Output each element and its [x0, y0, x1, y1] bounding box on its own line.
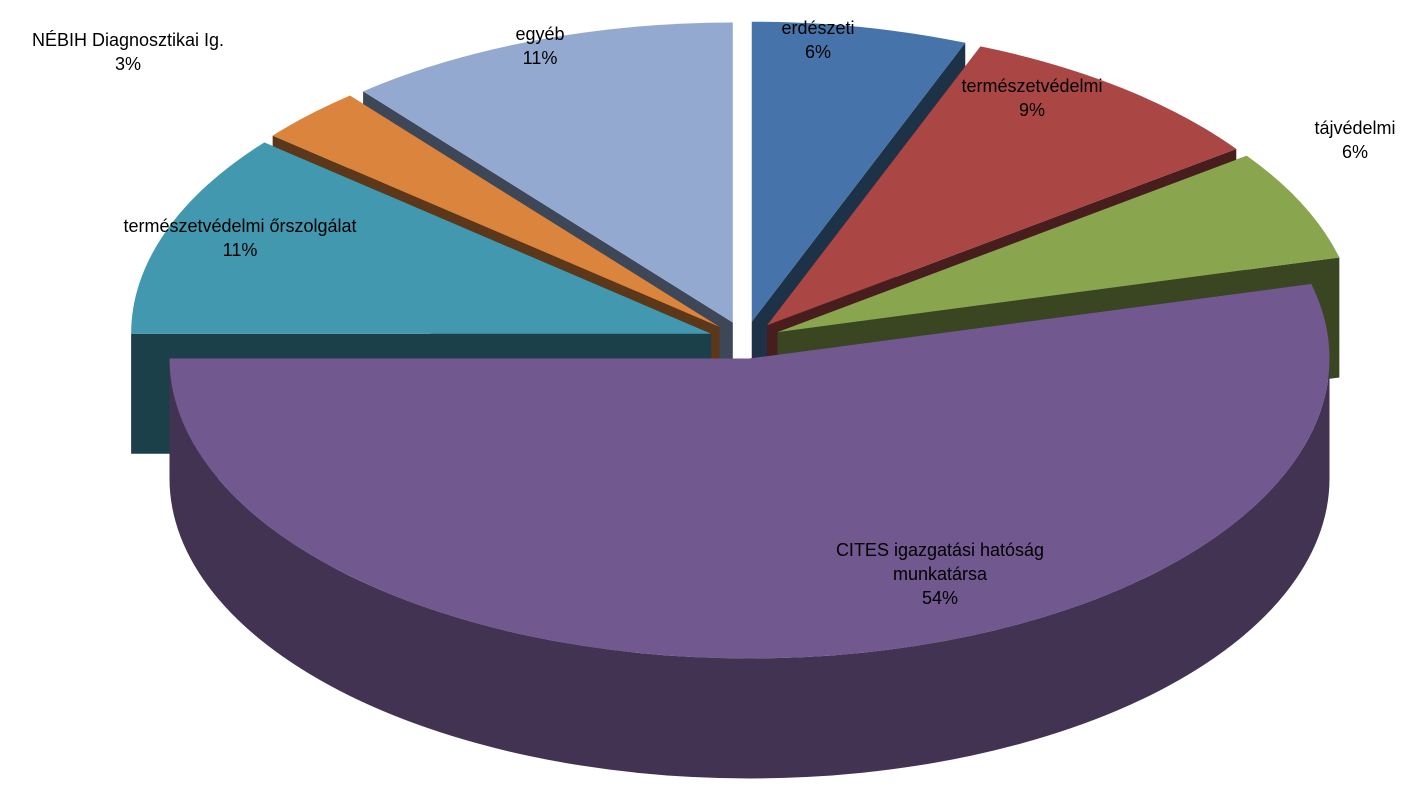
data-label: tájvédelmi 6% — [1314, 116, 1395, 164]
slice — [751, 21, 966, 322]
data-label: CITES igazgatási hatóság munkatársa 54% — [805, 538, 1075, 610]
slice — [777, 155, 1340, 333]
category-label: erdészeti — [781, 18, 855, 38]
slice — [169, 283, 1330, 659]
category-label: egyéb — [515, 24, 565, 44]
value-label: 6% — [1341, 142, 1369, 162]
slice — [272, 95, 720, 327]
category-label: NÉBIH Diagnosztikai Ig. — [31, 30, 225, 50]
data-label: erdészeti 6% — [781, 16, 854, 64]
data-label: természetvédelmi őrszolgálat 11% — [123, 214, 356, 262]
category-label: CITES igazgatási hatóság munkatársa — [835, 540, 1045, 584]
data-label: természetvédelmi 9% — [961, 74, 1102, 122]
value-label: 6% — [804, 42, 832, 62]
category-label: természetvédelmi őrszolgálat — [123, 216, 357, 236]
category-label: tájvédelmi — [1314, 118, 1396, 138]
value-label: 11% — [222, 240, 258, 260]
data-label: NÉBIH Diagnosztikai Ig. 3% — [32, 28, 224, 76]
value-label: 54% — [921, 588, 959, 608]
data-label: egyéb 11% — [515, 22, 564, 70]
slice — [767, 46, 1237, 326]
slice-side — [169, 358, 1330, 779]
slice — [363, 22, 733, 323]
value-label: 9% — [1018, 100, 1046, 120]
slice — [131, 142, 712, 334]
value-label: 11% — [522, 48, 558, 68]
category-label: természetvédelmi — [961, 76, 1103, 96]
value-label: 3% — [114, 54, 142, 74]
